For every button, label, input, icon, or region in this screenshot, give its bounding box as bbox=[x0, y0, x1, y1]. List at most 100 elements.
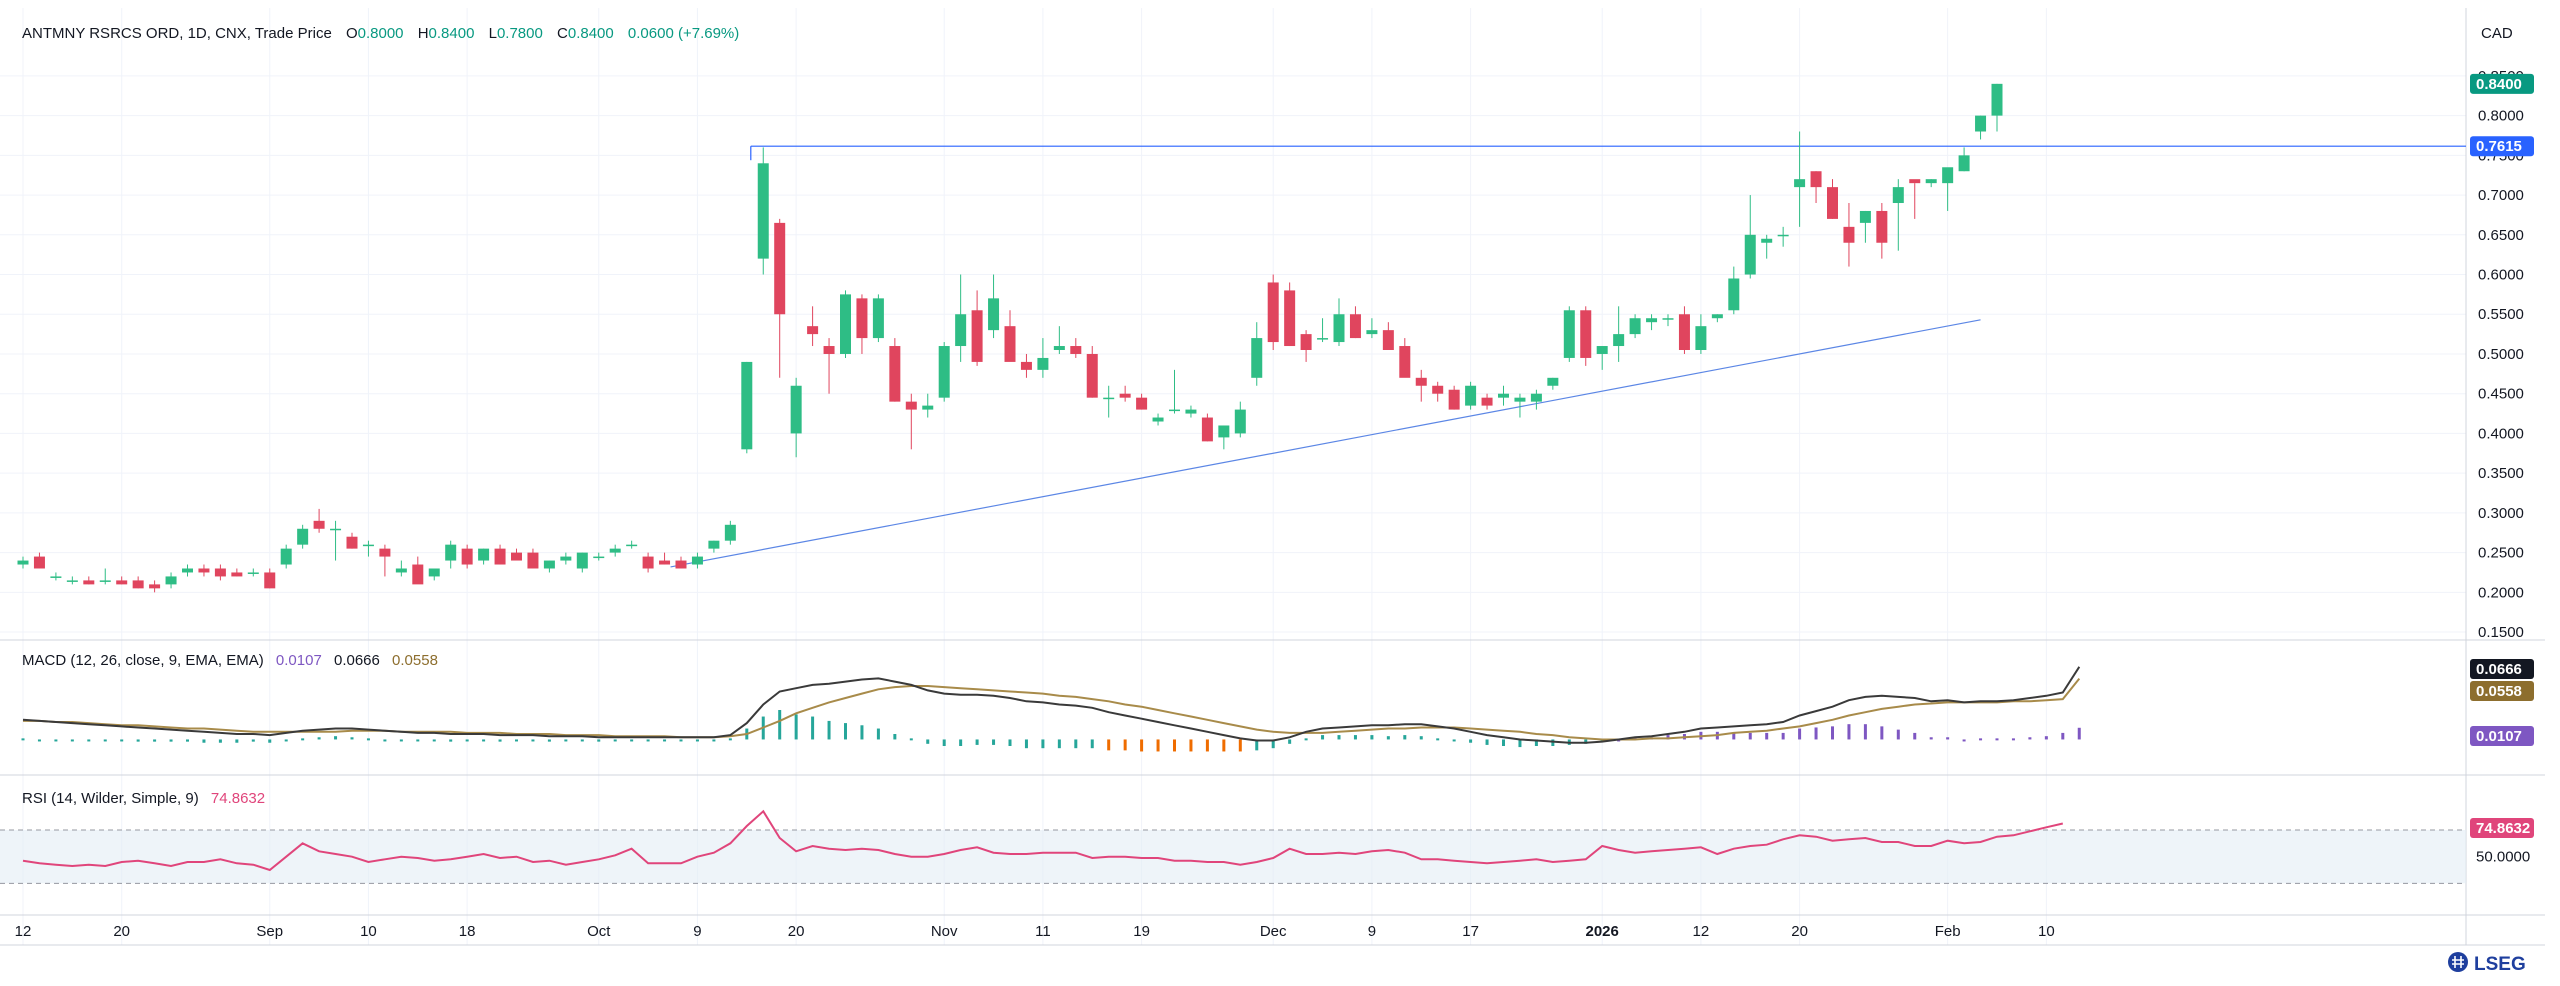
macd-histogram-bar bbox=[103, 739, 107, 742]
candle bbox=[691, 552, 703, 569]
candle bbox=[1004, 310, 1016, 362]
macd-histogram-bar bbox=[2028, 737, 2032, 740]
macd-histogram-bar bbox=[712, 739, 716, 742]
macd-histogram-bar bbox=[1469, 739, 1473, 743]
macd-signal-line bbox=[23, 677, 2081, 741]
macd-histogram-bar bbox=[1321, 735, 1325, 740]
macd-histogram-bar bbox=[1748, 732, 1752, 740]
macd-histogram-bar bbox=[1419, 736, 1423, 740]
time-tick-label: 12 bbox=[15, 923, 32, 940]
candle bbox=[840, 290, 851, 358]
macd-histogram-bar bbox=[1238, 739, 1242, 752]
price-tick-label: 0.2000 bbox=[2478, 584, 2524, 601]
macd-histogram-bar bbox=[334, 736, 338, 740]
macd-histogram-bar bbox=[1107, 739, 1111, 751]
price-tick-label: 0.7000 bbox=[2478, 187, 2524, 204]
candle bbox=[1925, 179, 1937, 188]
candle bbox=[1514, 393, 1526, 418]
macd-histogram-bar bbox=[630, 739, 634, 742]
rsi-line bbox=[22, 809, 2064, 872]
svg-text:0.0107: 0.0107 bbox=[2476, 728, 2522, 745]
macd-histogram-bar bbox=[811, 716, 815, 740]
candle bbox=[428, 568, 440, 581]
time-tick-label: 10 bbox=[2038, 923, 2055, 940]
rsi-value: 74.8632 bbox=[211, 790, 265, 807]
macd-histogram-bar bbox=[1074, 739, 1078, 749]
svg-text:RSI (14, Wilder, Simple, 9): RSI (14, Wilder, Simple, 9) 74.8632 bbox=[22, 790, 265, 807]
macd-histogram-bar bbox=[2061, 732, 2065, 740]
time-tick-label: 20 bbox=[1791, 923, 1808, 940]
macd-histogram-bar bbox=[893, 734, 897, 740]
macd-histogram-bar bbox=[728, 738, 732, 741]
lseg-emblem-icon bbox=[2448, 952, 2468, 972]
candle bbox=[1448, 385, 1460, 410]
macd-histogram-bar bbox=[1962, 739, 1966, 742]
macd-histogram-bar bbox=[186, 739, 189, 742]
macd-histogram-bar bbox=[1534, 739, 1538, 746]
svg-text:0.7615: 0.7615 bbox=[2476, 138, 2522, 155]
candle bbox=[1498, 385, 1509, 406]
time-axis[interactable]: 12 20 Sep 10 18 Oct 9 20 Nov 11 19 Dec 9 17 2026 12 20 Fe… bbox=[15, 923, 2055, 940]
candle bbox=[1744, 195, 1756, 279]
candle bbox=[1580, 306, 1592, 366]
candle bbox=[1053, 326, 1065, 354]
macd-histogram-bar bbox=[449, 739, 453, 742]
candle bbox=[50, 572, 62, 581]
macd-histogram-bar bbox=[909, 738, 913, 741]
macd-histogram-bar bbox=[547, 739, 551, 742]
candle bbox=[412, 556, 424, 585]
macd-histogram-bar bbox=[383, 739, 387, 742]
macd-histogram-bar bbox=[1863, 724, 1867, 740]
price-tick-label: 0.3000 bbox=[2478, 505, 2524, 522]
candle bbox=[461, 544, 473, 569]
candle bbox=[395, 560, 407, 577]
candle bbox=[33, 552, 45, 569]
macd-histogram-bar bbox=[1502, 739, 1505, 746]
macd-histogram-bar bbox=[1222, 739, 1226, 752]
trend-line[interactable] bbox=[670, 319, 1981, 568]
svg-text:74.8632: 74.8632 bbox=[2476, 820, 2530, 837]
price-axis[interactable]: 0.85000.80000.75000.70000.65000.60000.55… bbox=[2470, 68, 2534, 641]
candle bbox=[445, 540, 457, 569]
candle bbox=[1942, 167, 1954, 211]
price-tick-label: 0.1500 bbox=[2478, 624, 2524, 641]
candle bbox=[1481, 393, 1493, 410]
svg-text:0.0558: 0.0558 bbox=[2476, 683, 2522, 700]
time-tick-label: 17 bbox=[1462, 923, 1479, 940]
macd-histogram-bar bbox=[531, 739, 535, 742]
candle bbox=[1317, 318, 1329, 343]
candle bbox=[757, 147, 769, 275]
high-value: 0.8400 bbox=[429, 25, 475, 42]
candle bbox=[774, 218, 786, 378]
macd-histogram-bar bbox=[1896, 729, 1900, 740]
macd-histogram-bar bbox=[1337, 735, 1341, 740]
candle bbox=[708, 540, 720, 553]
macd-line-value: 0.0666 bbox=[334, 652, 380, 669]
macd-histogram-bar bbox=[1353, 735, 1357, 740]
candle bbox=[264, 568, 276, 589]
candle bbox=[1251, 322, 1263, 386]
candle bbox=[675, 556, 687, 569]
macd-histogram-bar bbox=[1403, 735, 1407, 740]
candle bbox=[659, 552, 671, 565]
candle bbox=[1234, 401, 1246, 438]
candle bbox=[1185, 405, 1197, 418]
time-tick-label: 9 bbox=[693, 923, 701, 940]
currency-label: CAD bbox=[2481, 25, 2513, 42]
macd-histogram-bar bbox=[1732, 732, 1736, 740]
annotation-lines[interactable] bbox=[670, 145, 2466, 568]
macd-histogram-bar bbox=[1518, 739, 1522, 748]
time-tick-label: 2026 bbox=[1586, 923, 1619, 940]
rsi-value-badge: 74.8632 bbox=[2470, 818, 2534, 838]
candle bbox=[905, 393, 917, 450]
candle bbox=[330, 520, 342, 561]
rsi-pane: 50.0000 74.8632 bbox=[0, 809, 2534, 884]
time-tick-label: 20 bbox=[113, 923, 130, 940]
time-tick-label: 10 bbox=[360, 923, 377, 940]
candle bbox=[1284, 282, 1296, 347]
macd-histogram-bar bbox=[1600, 739, 1604, 742]
candle bbox=[247, 568, 259, 577]
open-value: 0.8000 bbox=[358, 25, 404, 42]
candle bbox=[790, 377, 802, 458]
candle bbox=[1086, 346, 1098, 398]
